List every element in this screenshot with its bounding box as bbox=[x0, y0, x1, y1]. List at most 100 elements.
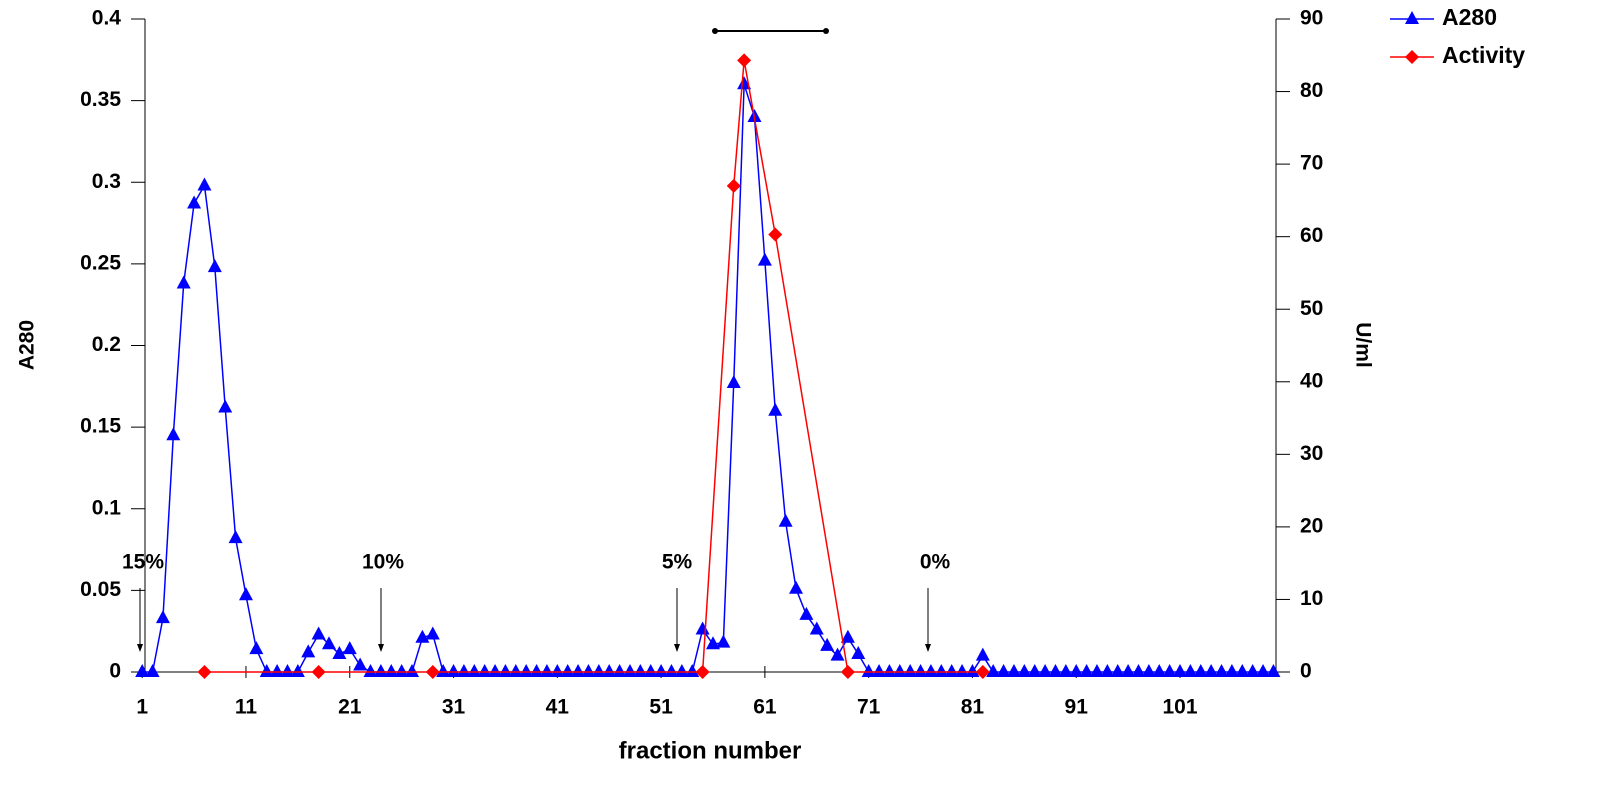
triangle-marker bbox=[467, 664, 482, 677]
triangle-marker bbox=[820, 637, 835, 651]
triangle-marker bbox=[1058, 664, 1073, 677]
triangle-marker bbox=[436, 664, 451, 677]
triangle-marker bbox=[311, 626, 326, 640]
triangle-marker bbox=[1162, 664, 1177, 677]
triangle-marker bbox=[290, 664, 305, 677]
triangle-marker bbox=[861, 664, 876, 677]
triangle-marker bbox=[1245, 664, 1260, 677]
triangle-marker bbox=[882, 664, 897, 677]
legend-label: A280 bbox=[1442, 4, 1497, 30]
triangle-marker bbox=[1131, 664, 1146, 677]
x-tick-label: 81 bbox=[961, 696, 985, 719]
triangle-marker bbox=[913, 664, 928, 677]
annotation: 5% bbox=[662, 551, 693, 574]
triangle-marker bbox=[1069, 664, 1084, 677]
triangle-marker bbox=[903, 664, 918, 677]
triangle-marker bbox=[1006, 664, 1021, 677]
triangle-marker bbox=[218, 399, 233, 413]
triangle-marker bbox=[301, 644, 316, 658]
triangle-marker bbox=[259, 664, 274, 677]
y2-tick-label: 90 bbox=[1300, 7, 1323, 30]
legend-label: Activity bbox=[1442, 42, 1525, 68]
triangle-marker bbox=[135, 664, 150, 677]
triangle-marker bbox=[695, 621, 710, 635]
triangle-marker bbox=[664, 664, 679, 677]
triangle-marker bbox=[581, 664, 596, 677]
triangle-marker bbox=[1079, 664, 1094, 677]
triangle-marker bbox=[1038, 664, 1053, 677]
triangle-marker bbox=[975, 647, 990, 661]
triangle-marker bbox=[207, 259, 222, 273]
triangle-marker bbox=[830, 647, 845, 661]
triangle-marker bbox=[685, 664, 700, 677]
y-tick-label: 0.3 bbox=[92, 170, 121, 193]
triangle-marker bbox=[674, 664, 689, 677]
triangle-marker bbox=[799, 606, 814, 620]
y-tick-label: 0 bbox=[109, 660, 121, 683]
triangle-marker bbox=[1017, 664, 1032, 677]
diamond-marker bbox=[197, 665, 212, 679]
triangle-marker bbox=[633, 664, 648, 677]
triangle-marker bbox=[1214, 664, 1229, 677]
triangle-marker bbox=[716, 634, 731, 648]
triangle-marker bbox=[612, 664, 627, 677]
triangle-marker bbox=[384, 664, 399, 677]
triangle-marker bbox=[768, 402, 783, 416]
triangle-marker bbox=[560, 664, 575, 677]
pool-bracket-end bbox=[712, 28, 718, 34]
x-tick-label: 21 bbox=[338, 696, 362, 719]
triangle-marker bbox=[934, 664, 949, 677]
triangle-marker bbox=[228, 530, 243, 544]
triangle-marker bbox=[643, 664, 658, 677]
pool-bracket-end bbox=[823, 28, 829, 34]
x-tick-label: 51 bbox=[649, 696, 673, 719]
x-tick-label: 11 bbox=[235, 696, 258, 719]
diamond-marker bbox=[695, 665, 710, 679]
triangle-marker bbox=[394, 664, 409, 677]
y-tick-label: 0.25 bbox=[80, 251, 121, 274]
triangle-marker bbox=[1089, 664, 1104, 677]
triangle-marker bbox=[342, 641, 357, 655]
diamond-marker bbox=[311, 665, 326, 679]
triangle-marker bbox=[809, 621, 824, 635]
x-tick-label: 1 bbox=[136, 696, 148, 719]
triangle-marker bbox=[332, 646, 347, 660]
diamond-marker bbox=[975, 665, 990, 679]
triangle-marker bbox=[986, 664, 1001, 677]
diamond-marker bbox=[726, 178, 741, 193]
triangle-marker bbox=[425, 626, 440, 640]
triangle-marker bbox=[187, 195, 202, 209]
y2-tick-label: 50 bbox=[1300, 297, 1323, 320]
triangle-marker bbox=[446, 664, 461, 677]
series-line bbox=[204, 60, 983, 673]
x-axis-title: fraction number bbox=[619, 737, 802, 764]
triangle-marker bbox=[778, 513, 793, 527]
triangle-marker bbox=[456, 664, 471, 677]
triangle-marker bbox=[591, 664, 606, 677]
y2-tick-label: 20 bbox=[1300, 514, 1323, 537]
annotation-arrowhead bbox=[925, 644, 931, 652]
y-tick-label: 0.4 bbox=[92, 7, 122, 30]
triangle-marker bbox=[373, 664, 388, 677]
triangle-marker bbox=[965, 664, 980, 677]
triangle-marker bbox=[1193, 664, 1208, 677]
triangle-marker bbox=[155, 610, 170, 624]
triangle-marker bbox=[1121, 664, 1136, 677]
y2-tick-label: 40 bbox=[1300, 369, 1323, 392]
y2-tick-label: 70 bbox=[1300, 152, 1323, 175]
triangle-marker bbox=[602, 664, 617, 677]
y2-tick-label: 80 bbox=[1300, 79, 1323, 102]
triangle-marker bbox=[321, 636, 336, 650]
annotation-arrowhead bbox=[378, 644, 384, 652]
triangle-marker bbox=[789, 580, 804, 594]
diamond-marker bbox=[737, 53, 752, 68]
annotation: 10% bbox=[362, 551, 404, 574]
diamond-marker bbox=[425, 665, 440, 679]
annotation: 15% bbox=[122, 551, 164, 574]
y-tick-label: 0.35 bbox=[80, 88, 121, 111]
triangle-marker bbox=[197, 177, 212, 191]
x-tick-label: 31 bbox=[442, 696, 466, 719]
y-tick-label: 0.1 bbox=[92, 496, 122, 519]
triangle-marker bbox=[415, 629, 430, 643]
